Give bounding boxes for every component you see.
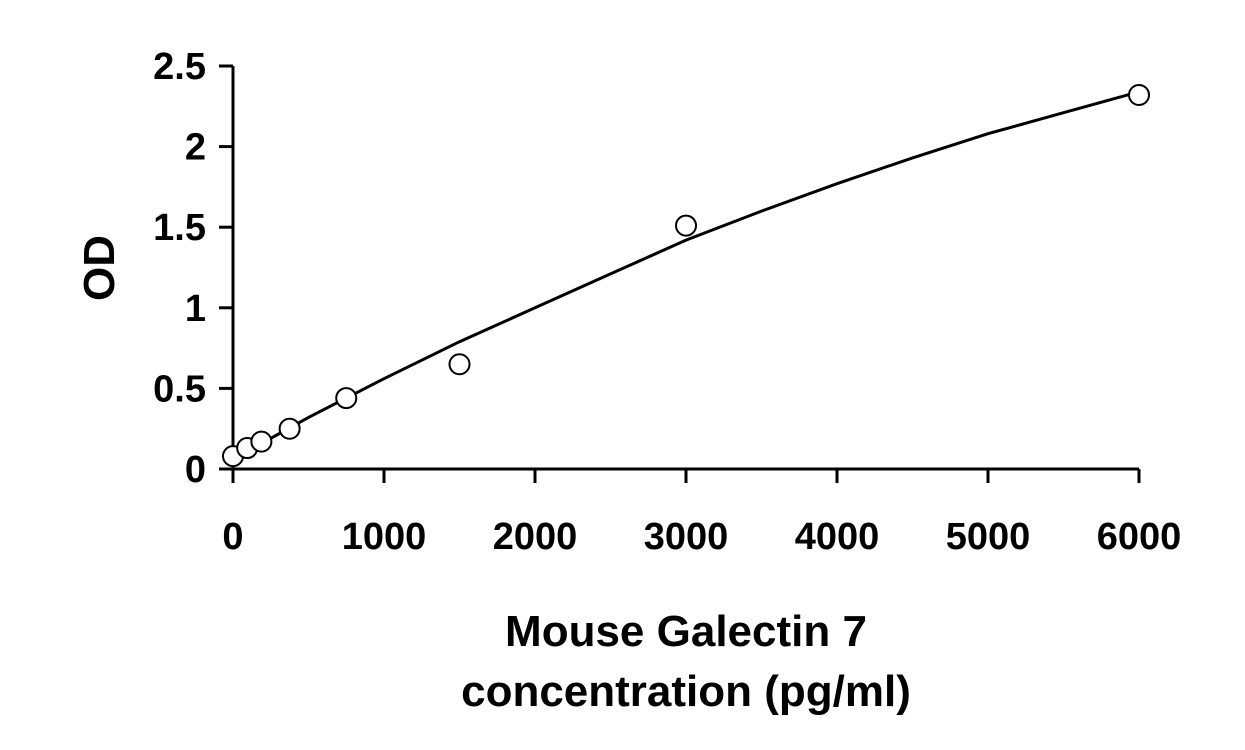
x-tick-label: 5000	[946, 516, 1031, 558]
axes	[231, 66, 1139, 471]
y-tick-label: 1	[185, 288, 206, 330]
data-point	[1128, 84, 1150, 107]
y-tick-label: 1.5	[153, 207, 206, 249]
y-tick-label: 0	[185, 449, 206, 491]
x-axis-title-line-2: concentration (pg/ml)	[461, 667, 911, 716]
data-point	[448, 353, 471, 376]
x-tick-label: 6000	[1097, 516, 1182, 558]
y-tick-label: 2	[185, 127, 206, 169]
data-point	[675, 214, 697, 237]
tick-labels: 0 0.5 1 1.5 2 2.5 0 1000 2000 3000 4000 5000 6000	[153, 46, 1181, 558]
x-tick-label: 2000	[493, 516, 578, 558]
data-points	[222, 84, 1150, 468]
y-tick-label: 2.5	[153, 46, 206, 88]
x-tick-label: 0	[222, 516, 243, 558]
x-tick-label: 4000	[795, 516, 880, 558]
y-tick-label: 0.5	[153, 368, 206, 410]
data-point	[250, 430, 273, 453]
x-tick-label: 1000	[342, 516, 427, 558]
ticks	[219, 64, 1141, 483]
data-point	[335, 387, 358, 410]
data-point	[278, 417, 301, 440]
x-axis-title-line-1: Mouse Galectin 7	[505, 607, 867, 656]
x-tick-label: 3000	[644, 516, 729, 558]
y-axis-title: OD	[75, 235, 124, 301]
fit-curve	[232, 90, 1140, 461]
